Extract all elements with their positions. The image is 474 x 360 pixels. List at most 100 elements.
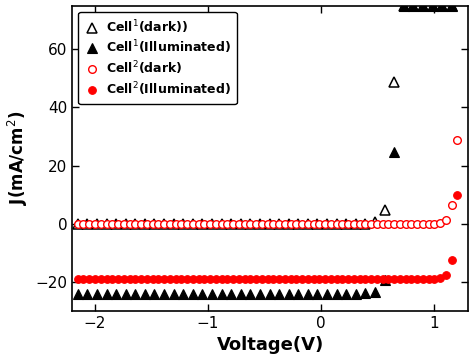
Cell$^1$(Illuminated) bbox=[209, 291, 215, 296]
Cell$^1$(dark)) bbox=[132, 222, 138, 226]
Line: Cell$^2$(dark): Cell$^2$(dark) bbox=[74, 136, 461, 228]
Cell$^1$(dark)) bbox=[392, 80, 397, 85]
Cell$^1$(Illuminated) bbox=[94, 291, 100, 296]
Cell$^2$(dark) bbox=[75, 222, 81, 226]
Cell$^1$(dark)) bbox=[152, 222, 157, 226]
Cell$^1$(Illuminated) bbox=[324, 291, 330, 296]
Cell$^1$(Illuminated) bbox=[228, 291, 234, 296]
Cell$^1$(Illuminated) bbox=[142, 291, 148, 296]
Cell$^1$(Illuminated) bbox=[104, 291, 109, 296]
Cell$^1$(dark)) bbox=[420, 3, 426, 8]
Cell$^1$(Illuminated) bbox=[190, 291, 196, 296]
Cell$^1$(Illuminated) bbox=[286, 291, 292, 296]
Cell$^2$(Illuminated) bbox=[161, 277, 167, 281]
Cell$^1$(Illuminated) bbox=[430, 3, 436, 8]
Cell$^1$(dark)) bbox=[267, 222, 273, 226]
Cell$^1$(Illuminated) bbox=[200, 291, 205, 296]
Cell$^1$(dark)) bbox=[401, 3, 407, 8]
Cell$^2$(dark) bbox=[247, 222, 253, 226]
Cell$^1$(dark)) bbox=[190, 222, 196, 226]
Cell$^1$(dark)) bbox=[171, 222, 176, 226]
Cell$^1$(Illuminated) bbox=[123, 291, 128, 296]
Y-axis label: J(mA/cm$^2$): J(mA/cm$^2$) bbox=[6, 111, 30, 206]
Cell$^1$(dark)) bbox=[75, 222, 81, 226]
Cell$^1$(Illuminated) bbox=[267, 291, 273, 296]
Cell$^1$(dark)) bbox=[372, 220, 378, 225]
Cell$^2$(Illuminated) bbox=[247, 277, 253, 281]
Cell$^2$(dark) bbox=[230, 222, 236, 226]
Cell$^2$(Illuminated) bbox=[132, 277, 138, 281]
Cell$^1$(Illuminated) bbox=[363, 291, 368, 296]
Cell$^1$(Illuminated) bbox=[410, 3, 416, 8]
Cell$^1$(Illuminated) bbox=[353, 291, 359, 296]
Cell$^1$(Illuminated) bbox=[439, 3, 445, 8]
Cell$^1$(dark)) bbox=[324, 222, 330, 226]
Cell$^1$(dark)) bbox=[200, 222, 205, 226]
Cell$^1$(dark)) bbox=[276, 222, 282, 226]
Cell$^1$(Illuminated) bbox=[315, 291, 320, 296]
Cell$^2$(dark) bbox=[161, 222, 167, 226]
Cell$^1$(Illuminated) bbox=[334, 291, 339, 296]
X-axis label: Voltage(V): Voltage(V) bbox=[217, 337, 324, 355]
Cell$^1$(dark)) bbox=[305, 222, 311, 226]
Cell$^1$(Illuminated) bbox=[392, 150, 397, 154]
Cell$^1$(Illuminated) bbox=[171, 291, 176, 296]
Cell$^1$(Illuminated) bbox=[152, 291, 157, 296]
Cell$^1$(dark)) bbox=[113, 222, 119, 226]
Line: Cell$^1$(Illuminated): Cell$^1$(Illuminated) bbox=[73, 1, 456, 298]
Cell$^1$(dark)) bbox=[295, 222, 301, 226]
Cell$^1$(Illuminated) bbox=[219, 291, 224, 296]
Cell$^1$(dark)) bbox=[286, 222, 292, 226]
Cell$^1$(dark)) bbox=[363, 221, 368, 226]
Cell$^1$(dark)) bbox=[123, 222, 128, 226]
Cell$^1$(Illuminated) bbox=[382, 278, 387, 282]
Cell$^1$(dark)) bbox=[353, 221, 359, 226]
Cell$^1$(Illuminated) bbox=[420, 3, 426, 8]
Cell$^1$(Illuminated) bbox=[343, 291, 349, 296]
Cell$^1$(Illuminated) bbox=[132, 291, 138, 296]
Cell$^1$(Illuminated) bbox=[113, 291, 119, 296]
Cell$^1$(Illuminated) bbox=[401, 3, 407, 8]
Cell$^1$(dark)) bbox=[161, 222, 167, 226]
Cell$^1$(Illuminated) bbox=[238, 291, 244, 296]
Cell$^1$(Illuminated) bbox=[247, 291, 253, 296]
Cell$^2$(Illuminated) bbox=[432, 277, 438, 281]
Cell$^1$(dark)) bbox=[257, 222, 263, 226]
Line: Cell$^2$(Illuminated): Cell$^2$(Illuminated) bbox=[74, 192, 461, 283]
Cell$^2$(dark) bbox=[455, 138, 460, 142]
Cell$^1$(dark)) bbox=[449, 3, 455, 8]
Cell$^1$(dark)) bbox=[142, 222, 148, 226]
Cell$^1$(dark)) bbox=[104, 222, 109, 226]
Cell$^1$(Illuminated) bbox=[84, 291, 90, 296]
Cell$^1$(Illuminated) bbox=[161, 291, 167, 296]
Cell$^1$(Illuminated) bbox=[181, 291, 186, 296]
Cell$^1$(dark)) bbox=[334, 222, 339, 226]
Cell$^2$(dark) bbox=[363, 222, 368, 226]
Legend: Cell$^1$(dark)), Cell$^1$(Illuminated), Cell$^2$(dark), Cell$^2$(Illuminated): Cell$^1$(dark)), Cell$^1$(Illuminated), … bbox=[78, 12, 237, 104]
Cell$^1$(dark)) bbox=[343, 222, 349, 226]
Cell$^2$(dark) bbox=[432, 221, 438, 226]
Cell$^1$(Illuminated) bbox=[295, 291, 301, 296]
Cell$^1$(dark)) bbox=[430, 3, 436, 8]
Cell$^1$(dark)) bbox=[228, 222, 234, 226]
Cell$^1$(Illuminated) bbox=[449, 3, 455, 8]
Cell$^1$(dark)) bbox=[315, 222, 320, 226]
Cell$^1$(Illuminated) bbox=[276, 291, 282, 296]
Cell$^2$(Illuminated) bbox=[230, 277, 236, 281]
Cell$^1$(Illuminated) bbox=[75, 291, 81, 296]
Cell$^1$(dark)) bbox=[410, 3, 416, 8]
Cell$^1$(dark)) bbox=[382, 208, 387, 212]
Cell$^2$(Illuminated) bbox=[455, 193, 460, 198]
Cell$^2$(Illuminated) bbox=[75, 277, 81, 281]
Cell$^1$(dark)) bbox=[439, 3, 445, 8]
Cell$^1$(Illuminated) bbox=[257, 291, 263, 296]
Cell$^1$(dark)) bbox=[84, 222, 90, 226]
Cell$^2$(dark) bbox=[132, 222, 138, 226]
Line: Cell$^1$(dark)): Cell$^1$(dark)) bbox=[73, 1, 456, 229]
Cell$^1$(dark)) bbox=[181, 222, 186, 226]
Cell$^2$(Illuminated) bbox=[363, 277, 368, 281]
Cell$^1$(dark)) bbox=[219, 222, 224, 226]
Cell$^1$(Illuminated) bbox=[305, 291, 311, 296]
Cell$^1$(dark)) bbox=[209, 222, 215, 226]
Cell$^1$(dark)) bbox=[238, 222, 244, 226]
